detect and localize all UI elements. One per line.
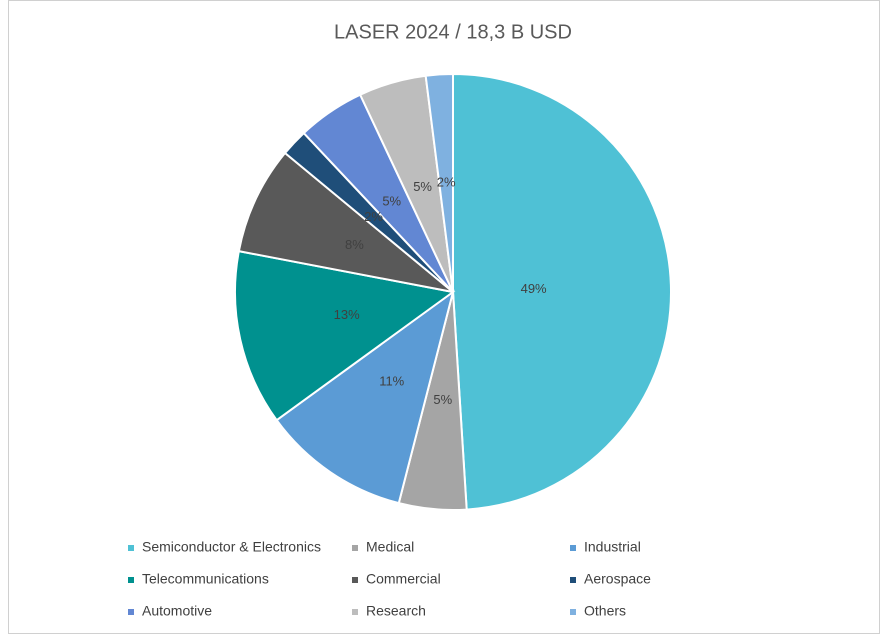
legend-label: Others [584,603,626,619]
data-label: 13% [334,307,360,322]
legend-marker [570,609,576,615]
legend-label: Commercial [366,571,441,587]
legend-label: Medical [366,539,414,555]
pie-slice [234,249,456,422]
data-label: 2% [437,175,456,190]
data-label: 49% [521,281,547,296]
legend-label: Aerospace [584,571,651,587]
legend-marker [352,545,358,551]
legend-label: Industrial [584,539,641,555]
pie-slice [452,72,673,511]
data-label: 8% [345,237,364,252]
data-label: 5% [382,193,401,208]
legend-label: Telecommunications [142,571,269,587]
pie-slice [237,151,454,293]
legend-marker [570,577,576,583]
legend-marker [352,577,358,583]
legend-marker [128,545,134,551]
legend-label: Research [366,603,426,619]
legend-marker [128,609,134,615]
pie-slice [424,72,454,293]
data-label: 2% [364,209,383,224]
legend-label: Semiconductor & Electronics [142,539,321,555]
legend-label: Automotive [142,603,212,619]
data-label: 5% [433,392,452,407]
chart-title: LASER 2024 / 18,3 B USD [334,21,572,43]
data-label: 5% [413,179,432,194]
pie-slice [275,289,455,505]
legend-marker [128,577,134,583]
legend-marker [352,609,358,615]
legend-marker [570,545,576,551]
data-label: 11% [379,374,404,389]
